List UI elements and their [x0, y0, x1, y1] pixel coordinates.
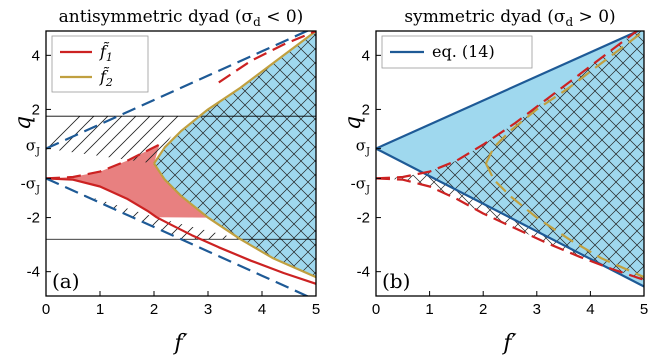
- xtick-label: 1: [96, 301, 104, 318]
- xtick-label: 4: [586, 301, 594, 318]
- legend-label-eq14: eq. (14): [432, 42, 495, 61]
- series-line-1-5: [484, 163, 644, 279]
- panel-b-xlabel: f′: [501, 331, 516, 356]
- series-line-1-2: [376, 31, 639, 180]
- ytick-label: -4: [357, 264, 370, 281]
- xtick-label: 1: [425, 301, 433, 318]
- sigma-tick-label: -σJ: [351, 174, 370, 195]
- region-hatch-upper: [46, 116, 184, 164]
- panel-a-label: (a): [52, 269, 80, 293]
- region-unstable-red: [46, 144, 208, 218]
- panel-b-legend: eq. (14): [381, 35, 533, 69]
- panel-b-ylabel: q: [341, 116, 366, 130]
- series-line-0-5: [46, 31, 310, 150]
- series-line-0-4: [218, 31, 316, 84]
- xtick-label: 2: [150, 301, 158, 318]
- panel-a-xlabel: f′: [172, 331, 187, 356]
- ytick-label: 4: [32, 47, 40, 64]
- series-line-1-0: [376, 31, 641, 150]
- panel-a-ylabel: q: [11, 116, 36, 130]
- panel-a-title: antisymmetric dyad (σd < 0): [59, 7, 304, 29]
- xtick-label: 5: [640, 301, 648, 318]
- panel-b-frame: [375, 30, 645, 297]
- series-line-0-3: [46, 143, 160, 180]
- xtick-label: 0: [372, 301, 380, 318]
- series-line-0-2: [153, 162, 316, 279]
- series-line-0-0: [46, 177, 316, 285]
- series-line-1-3: [376, 177, 644, 281]
- panel-b-series: [376, 31, 644, 288]
- panel-a-series: [46, 31, 316, 296]
- xtick-label: 3: [533, 301, 541, 318]
- panel-a-legend: f̃1 f̃2: [51, 35, 149, 93]
- panel-a-regions: [46, 31, 316, 278]
- region-crosshatch: [154, 31, 316, 278]
- xtick-label: 0: [42, 301, 50, 318]
- sigma-tick-label: σJ: [356, 137, 370, 158]
- ytick-label: 2: [362, 101, 370, 118]
- xtick-label: 2: [479, 301, 487, 318]
- xtick-label: 3: [204, 301, 212, 318]
- series-line-0-6: [46, 177, 310, 296]
- legend-label-f2: f̃2: [99, 67, 113, 89]
- panel-b-title: symmetric dyad (σd > 0): [404, 7, 615, 29]
- ytick-label: -2: [357, 210, 370, 227]
- xtick-label: 5: [312, 301, 320, 318]
- series-line-1-4: [484, 31, 644, 164]
- panel-b-ticks: 0 1 2 3 4 5 -4 -2 2 4 σJ -σJ: [351, 47, 648, 318]
- ytick-label: -2: [27, 210, 40, 227]
- ytick-label: 4: [362, 47, 370, 64]
- panel-a-frame: [45, 30, 317, 297]
- sigma-tick-label: -σJ: [21, 174, 40, 195]
- panel-b-label: (b): [382, 269, 410, 293]
- region-crosshatch: [376, 31, 644, 280]
- panel-a-ticks: 0 1 2 3 4 5 -4 -2 2 4 σJ -σJ: [21, 47, 321, 318]
- series-line-0-1: [153, 31, 316, 165]
- panel-b: 0 1 2 3 4 5 -4 -2 2 4 σJ -σJ symmetric dyad (σd > 0…: [341, 7, 648, 356]
- sigma-tick-label: σJ: [26, 137, 40, 158]
- legend-label-f1: f̃1: [99, 42, 113, 64]
- xtick-label: 4: [258, 301, 266, 318]
- ytick-label: -4: [27, 264, 40, 281]
- panel-b-regions: [376, 31, 644, 287]
- ytick-label: 2: [32, 101, 40, 118]
- panel-a: 0 1 2 3 4 5 -4 -2 2 4 σJ -σJ antisymmetric dyad (σd…: [11, 7, 321, 356]
